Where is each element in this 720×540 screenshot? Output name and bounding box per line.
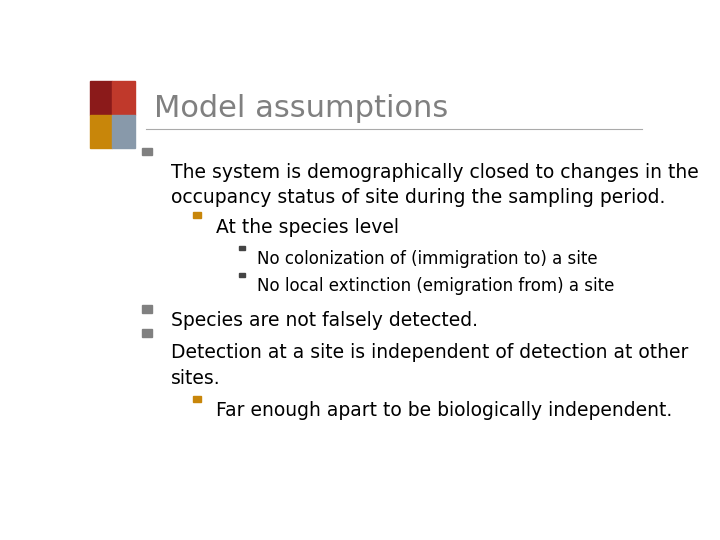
Bar: [239, 273, 245, 277]
Bar: [193, 212, 201, 218]
Bar: [90, 82, 112, 114]
Text: Species are not falsely detected.: Species are not falsely detected.: [171, 311, 478, 330]
Text: No colonization of (immigration to) a site: No colonization of (immigration to) a si…: [258, 250, 598, 268]
Bar: [193, 396, 201, 402]
Bar: [143, 329, 153, 337]
Text: Detection at a site is independent of detection at other
sites.: Detection at a site is independent of de…: [171, 343, 688, 388]
Bar: [112, 114, 135, 148]
Text: The system is demographically closed to changes in the
occupancy status of site : The system is demographically closed to …: [171, 163, 698, 207]
Text: At the species level: At the species level: [215, 218, 399, 237]
Bar: [90, 114, 112, 148]
Text: Far enough apart to be biologically independent.: Far enough apart to be biologically inde…: [215, 401, 672, 420]
Bar: [112, 82, 135, 114]
Bar: [143, 147, 153, 155]
Text: No local extinction (emigration from) a site: No local extinction (emigration from) a …: [258, 277, 615, 295]
Bar: [239, 246, 245, 250]
Bar: [143, 305, 153, 313]
Text: Model assumptions: Model assumptions: [154, 94, 449, 123]
